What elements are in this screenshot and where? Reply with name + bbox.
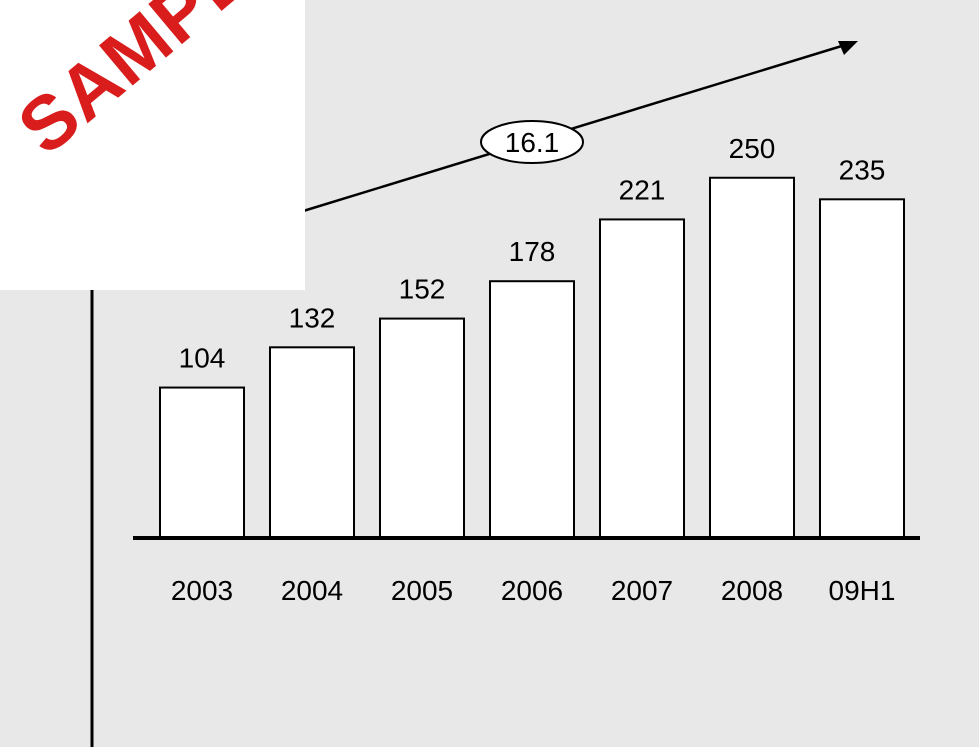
trend-annotation-bubble	[480, 120, 584, 164]
value-label-2006: 178	[509, 236, 556, 267]
value-label-09H1: 235	[839, 154, 886, 185]
category-label-09H1: 09H1	[829, 575, 896, 606]
category-label-2006: 2006	[501, 575, 563, 606]
bar-2005	[379, 317, 465, 538]
bar-09H1	[819, 198, 905, 538]
watermark-panel: SAMPLE	[0, 0, 305, 290]
category-label-2007: 2007	[611, 575, 673, 606]
bar-2006	[489, 280, 575, 538]
category-label-2008: 2008	[721, 575, 783, 606]
sample-watermark: SAMPLE	[2, 0, 305, 171]
trend-annotation-label: 16.1	[505, 127, 560, 158]
value-label-2008: 250	[729, 133, 776, 164]
category-label-2005: 2005	[391, 575, 453, 606]
value-label-2004: 132	[289, 302, 336, 333]
bar-2008	[709, 176, 795, 538]
trend-arrow: 16.1	[299, 41, 858, 214]
category-label-2004: 2004	[281, 575, 343, 606]
bar-2007	[599, 218, 685, 538]
category-label-2003: 2003	[171, 575, 233, 606]
value-label-2003: 104	[179, 343, 226, 374]
value-label-2005: 152	[399, 274, 446, 305]
value-label-2007: 221	[619, 174, 666, 205]
bars-layer: 104 2003 132 2004 152 2005 178 2006 221 2007 250 20…	[159, 133, 905, 606]
bar-2003	[159, 386, 245, 538]
trend-arrowhead	[838, 41, 858, 55]
bar-2004	[269, 346, 355, 539]
